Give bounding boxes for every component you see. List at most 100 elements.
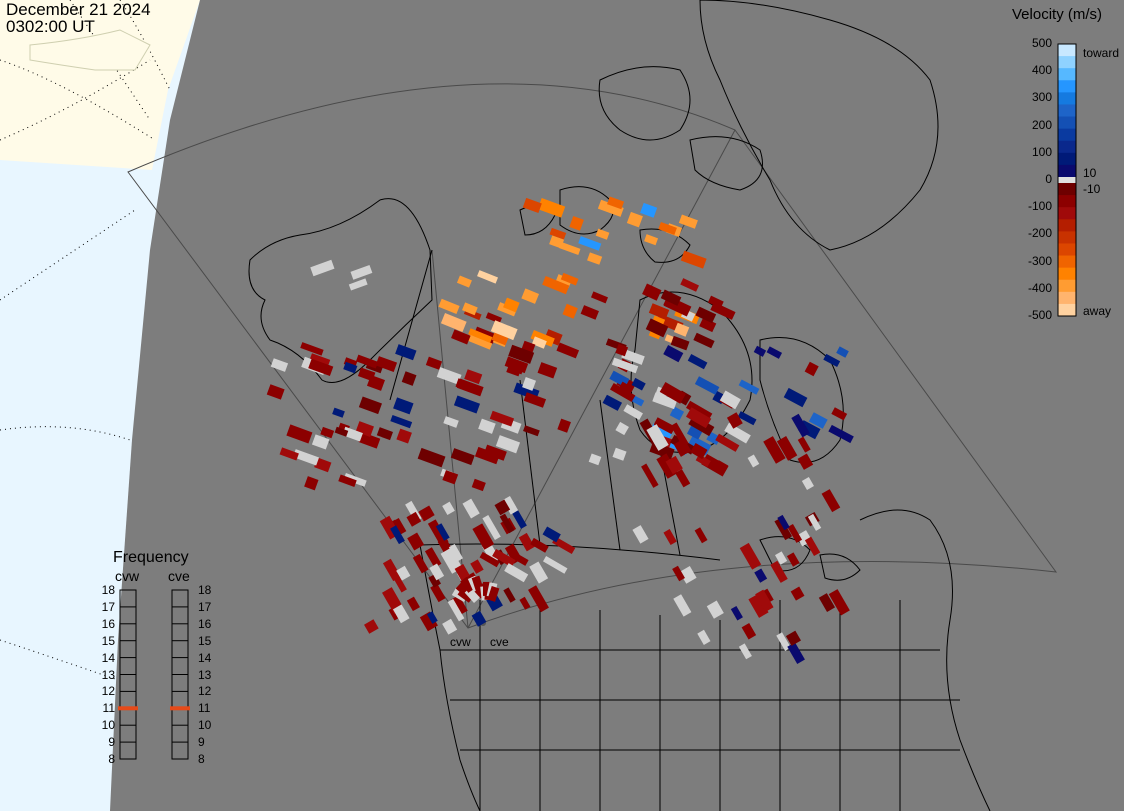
scatter-cell — [804, 361, 819, 377]
frequency-tick-label: 12 — [198, 684, 212, 699]
velocity-swatch-toward — [1058, 116, 1076, 130]
scatter-cell — [597, 199, 624, 217]
scatter-cell — [569, 216, 584, 231]
scatter-cell — [807, 513, 822, 531]
velocity-swatch-toward — [1058, 68, 1076, 81]
scatter-cell — [738, 379, 760, 395]
scatter-cell — [332, 407, 345, 418]
scatter-cell — [660, 289, 682, 306]
scatter-cell — [693, 332, 715, 349]
scatter-cell — [615, 343, 629, 357]
frequency-tick-label: 11 — [102, 701, 115, 716]
scatter-cell — [615, 421, 629, 436]
scatter-cell — [797, 453, 814, 470]
scatter-cell — [730, 605, 743, 621]
scatter-cell — [543, 556, 568, 574]
scatter-cell — [755, 589, 774, 613]
scatter-cell — [552, 536, 576, 555]
scatter-cell — [342, 426, 363, 442]
scatter-cell — [679, 565, 697, 584]
scatter-cell — [607, 196, 625, 210]
scatter-cell — [766, 346, 783, 359]
scatter-cell — [462, 302, 478, 316]
scatter-cell — [471, 478, 486, 492]
scatter-cell — [706, 600, 724, 619]
frequency-tick-label: 15 — [198, 633, 212, 648]
scatter-cell — [426, 611, 438, 624]
frequency-tick-label: 16 — [198, 616, 212, 631]
scatter-cell — [754, 568, 768, 583]
scatter-cell — [690, 442, 708, 460]
header-date: December 21 2024 — [6, 0, 151, 19]
scatter-cell — [530, 537, 549, 553]
scatter-cell — [440, 312, 467, 332]
velocity-swatch-away — [1058, 291, 1076, 305]
frequency-tick-label: 12 — [101, 684, 115, 699]
velocity-swatch-toward — [1058, 152, 1076, 166]
scatter-cell — [286, 424, 313, 444]
scatter-cell — [494, 499, 511, 516]
velocity-away-label: away — [1083, 304, 1112, 318]
scatter-cell — [395, 344, 417, 361]
scatter-cell — [785, 630, 801, 646]
scatter-cell — [499, 513, 515, 534]
scatter-cell — [485, 312, 502, 324]
scatter-cell — [642, 283, 662, 301]
frequency-tick-label: 17 — [198, 599, 212, 614]
scatter-cell — [651, 315, 666, 327]
scatter-cell — [448, 543, 464, 562]
scatter-cell — [808, 412, 828, 429]
scatter-cell — [508, 344, 535, 364]
frequency-title: Frequency — [113, 549, 189, 566]
scatter-cell — [641, 463, 659, 488]
scatter-cell — [406, 511, 422, 527]
scatter-cell — [503, 587, 516, 603]
scatter-cell — [311, 434, 330, 450]
scatter-cell — [495, 435, 521, 454]
frequency-tick-label: 10 — [101, 718, 115, 733]
scatter-cell — [670, 335, 690, 351]
scatter-cell — [314, 457, 332, 473]
velocity-tick-label: -100 — [1027, 199, 1052, 214]
scatter-cell — [739, 542, 762, 570]
scatter-cell — [470, 559, 484, 574]
scatter-cell — [587, 252, 603, 265]
velocity-swatch-toward — [1058, 140, 1076, 154]
velocity-swatch-away — [1058, 279, 1076, 293]
scatter-cell — [675, 469, 691, 488]
scatter-cell — [646, 424, 669, 451]
scatter-cell — [462, 498, 480, 519]
scatter-cell — [821, 489, 841, 513]
scatter-cell — [502, 495, 519, 515]
velocity-swatch-toward — [1058, 104, 1076, 118]
velocity-color-bar — [1057, 43, 1077, 317]
scatter-cell — [549, 235, 565, 249]
frequency-tick-label: 14 — [101, 650, 115, 665]
velocity-swatch-toward — [1058, 92, 1076, 105]
frequency-indicators — [118, 589, 190, 760]
scatter-cell — [774, 517, 793, 541]
frequency-cvw-label: cvw — [115, 568, 140, 584]
scatter-cell — [747, 454, 760, 468]
scatter-cell — [686, 407, 712, 429]
scatter-cell — [828, 424, 854, 444]
scatter-cell — [694, 376, 720, 395]
scatter-cell — [549, 227, 567, 240]
scatter-cell — [425, 356, 443, 370]
scatter-cell — [435, 523, 450, 541]
scatter-cell — [456, 275, 472, 288]
scatter-cell — [455, 378, 483, 396]
scatter-cell — [479, 551, 500, 568]
scatter-cell — [706, 431, 721, 445]
scatter-cell — [726, 412, 743, 429]
scatter-cell — [478, 418, 496, 434]
velocity-swatch-away — [1058, 231, 1076, 244]
velocity-plus-10-label: 10 — [1083, 166, 1097, 180]
frequency-marker-cvw — [118, 706, 138, 711]
scatter-cell — [791, 413, 810, 438]
frequency-tick-label: 13 — [198, 667, 212, 682]
scatter-cell — [391, 572, 407, 593]
scatter-cell — [556, 342, 580, 359]
scatter-cell — [468, 328, 493, 343]
scatter-cell — [270, 358, 289, 372]
